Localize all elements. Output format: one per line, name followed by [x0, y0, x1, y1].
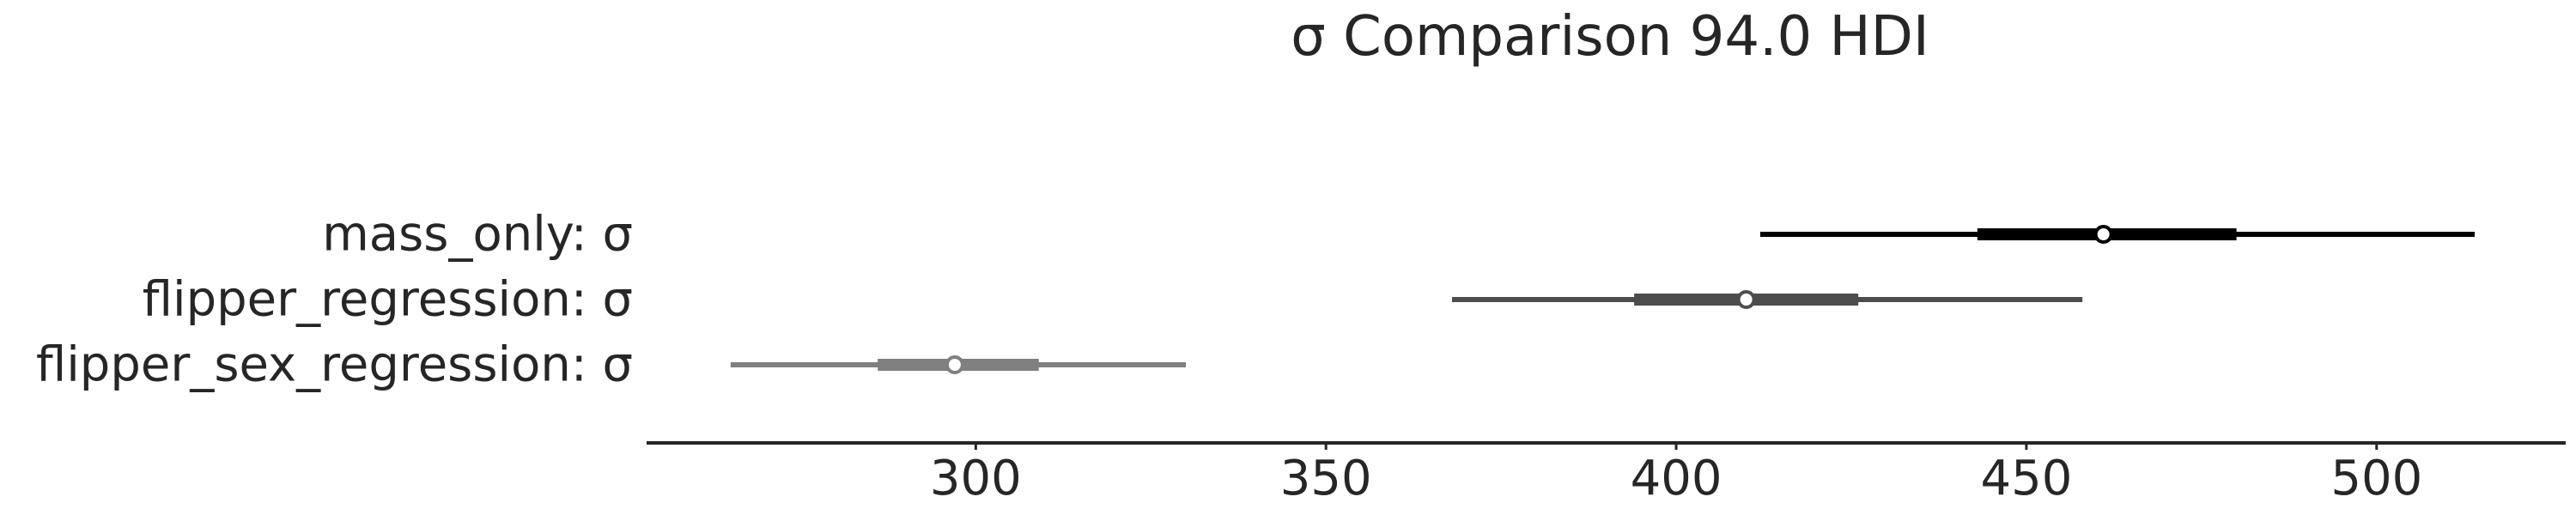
x-tick-label: 500: [2330, 451, 2422, 506]
row-label: flipper_regression: σ: [143, 272, 633, 328]
x-tick-label: 450: [1980, 451, 2072, 506]
x-tick-label: 400: [1631, 451, 1722, 506]
row-label: flipper_sex_regression: σ: [36, 337, 633, 393]
forest-row: flipper_regression: σ: [143, 272, 2083, 328]
plot-rows: mass_only: σ flipper_regression: σ flipper…: [36, 207, 2475, 393]
point-estimate-marker: [945, 355, 964, 374]
x-tick-label: 350: [1280, 451, 1372, 506]
forest-row: flipper_sex_regression: σ: [36, 337, 1187, 393]
x-tick-label: 300: [930, 451, 1022, 506]
point-estimate-marker: [2093, 225, 2113, 244]
x-axis-ticks: 300 350 400 450 500: [930, 443, 2422, 506]
point-estimate-marker: [1736, 290, 1756, 309]
row-label: mass_only: σ: [322, 207, 633, 263]
forest-row: mass_only: σ: [322, 207, 2475, 263]
chart-title: σ Comparison 94.0 HDI: [1291, 5, 1929, 69]
